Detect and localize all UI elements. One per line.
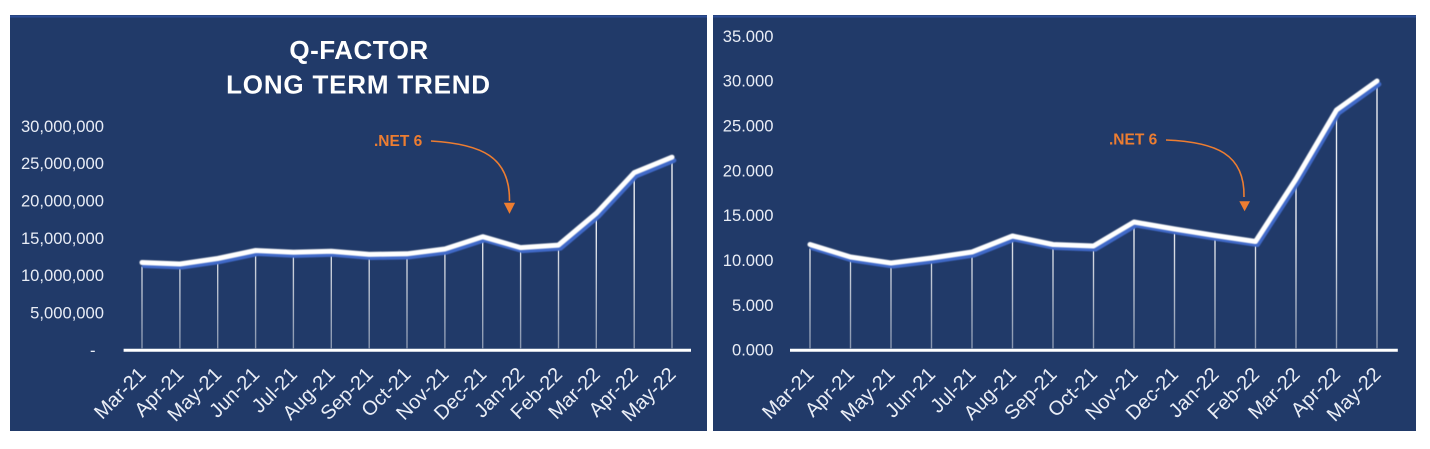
svg-text:.NET 6: .NET 6 — [1109, 132, 1158, 149]
svg-text:.NET 6: .NET 6 — [374, 133, 423, 150]
svg-text:30,000,000: 30,000,000 — [21, 117, 104, 136]
svg-text:10.000: 10.000 — [723, 251, 774, 270]
svg-text:35.000: 35.000 — [723, 27, 774, 46]
svg-text:10,000,000: 10,000,000 — [21, 266, 104, 285]
svg-text:25,000,000: 25,000,000 — [21, 154, 104, 173]
svg-text:-: - — [90, 341, 96, 360]
svg-text:5,000,000: 5,000,000 — [30, 304, 104, 323]
svg-text:25.000: 25.000 — [723, 117, 774, 136]
svg-text:5.000: 5.000 — [732, 296, 774, 315]
svg-text:30.000: 30.000 — [723, 72, 774, 91]
svg-text:20,000,000: 20,000,000 — [21, 192, 104, 211]
svg-text:15,000,000: 15,000,000 — [21, 229, 104, 248]
svg-text:0.000: 0.000 — [732, 341, 774, 360]
svg-text:LONG TERM TREND: LONG TERM TREND — [226, 70, 491, 100]
svg-text:20.000: 20.000 — [723, 161, 774, 180]
svg-text:Q-FACTOR: Q-FACTOR — [289, 35, 428, 65]
svg-text:15.000: 15.000 — [723, 206, 774, 225]
